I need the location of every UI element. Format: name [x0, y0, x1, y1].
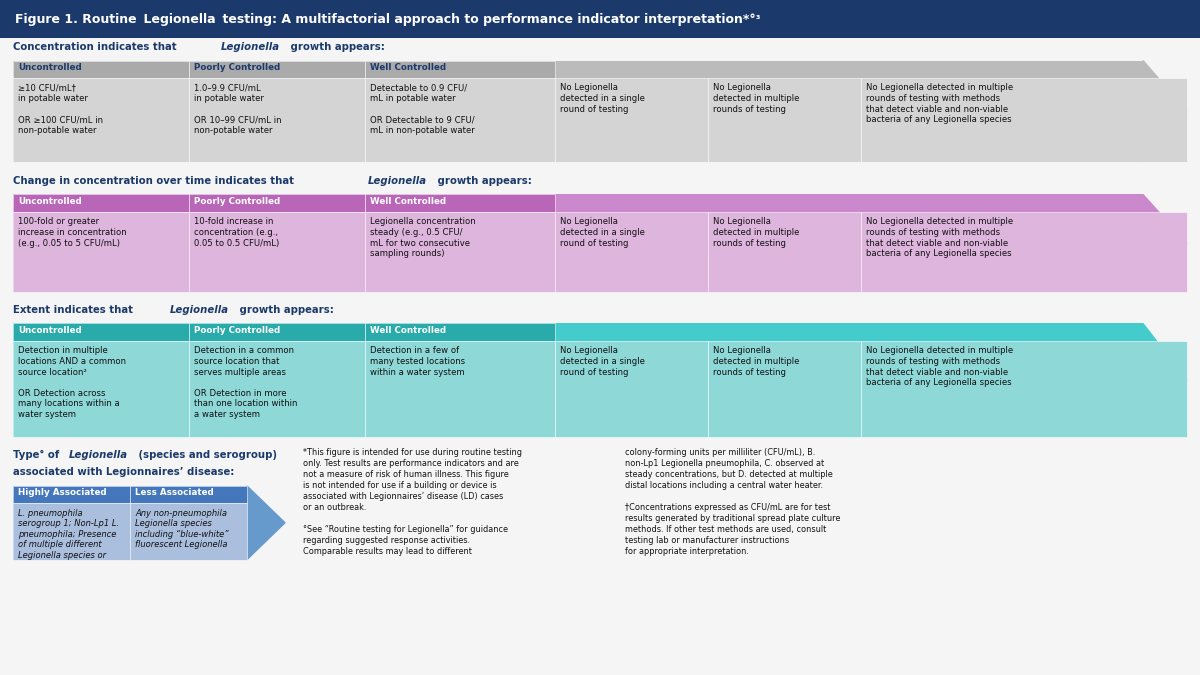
- Text: No Legionella
detected in multiple
rounds of testing: No Legionella detected in multiple round…: [713, 84, 799, 113]
- Text: No Legionella
detected in multiple
rounds of testing: No Legionella detected in multiple round…: [713, 346, 799, 377]
- Polygon shape: [1142, 61, 1187, 162]
- FancyBboxPatch shape: [190, 212, 365, 292]
- Text: Well Controlled: Well Controlled: [370, 326, 446, 335]
- Text: growth appears:: growth appears:: [287, 42, 385, 52]
- Text: Concentration indicates that: Concentration indicates that: [13, 42, 180, 52]
- FancyBboxPatch shape: [13, 78, 190, 162]
- Text: associated with Legionnaires’ disease:: associated with Legionnaires’ disease:: [13, 468, 234, 477]
- Text: growth appears:: growth appears:: [236, 305, 334, 315]
- Text: No Legionella detected in multiple
rounds of testing with methods
that detect vi: No Legionella detected in multiple round…: [865, 84, 1013, 124]
- Text: Legionella: Legionella: [170, 305, 229, 315]
- Text: *This figure is intended for use during routine testing
only. Test results are p: *This figure is intended for use during …: [302, 448, 522, 556]
- Text: 1.0–9.9 CFU/mL
in potable water

OR 10–99 CFU/mL in
non-potable water: 1.0–9.9 CFU/mL in potable water OR 10–99…: [194, 84, 282, 134]
- Text: Uncontrolled: Uncontrolled: [18, 326, 82, 335]
- Text: Legionella: Legionella: [368, 176, 427, 186]
- Text: Well Controlled: Well Controlled: [370, 63, 446, 72]
- Text: Any non-pneumophila
Legionella species
including “blue-white”
fluorescent Legion: Any non-pneumophila Legionella species i…: [136, 508, 229, 549]
- Text: Uncontrolled: Uncontrolled: [18, 63, 82, 72]
- Text: Detectable to 0.9 CFU/
mL in potable water

OR Detectable to 9 CFU/
mL in non-po: Detectable to 0.9 CFU/ mL in potable wat…: [370, 84, 475, 134]
- FancyBboxPatch shape: [556, 341, 708, 437]
- FancyBboxPatch shape: [130, 504, 247, 560]
- Polygon shape: [1142, 194, 1187, 292]
- FancyBboxPatch shape: [13, 212, 190, 292]
- FancyBboxPatch shape: [13, 323, 1142, 437]
- FancyBboxPatch shape: [190, 323, 365, 341]
- FancyBboxPatch shape: [708, 341, 860, 437]
- Text: ≥10 CFU/mL†
in potable water

OR ≥100 CFU/mL in
non-potable water: ≥10 CFU/mL† in potable water OR ≥100 CFU…: [18, 84, 103, 134]
- Text: Detection in multiple
locations AND a common
source location²

OR Detection acro: Detection in multiple locations AND a co…: [18, 346, 126, 418]
- Text: growth appears:: growth appears:: [434, 176, 532, 186]
- Text: Detection in a few of
many tested locations
within a water system: Detection in a few of many tested locati…: [370, 346, 466, 377]
- FancyBboxPatch shape: [13, 61, 1142, 162]
- Text: Legionella: Legionella: [70, 450, 128, 460]
- Text: L. pneumophila
serogroup 1; Non-Lp1 L.
pneumophila; Presence
of multiple differe: L. pneumophila serogroup 1; Non-Lp1 L. p…: [18, 508, 119, 560]
- FancyBboxPatch shape: [365, 212, 556, 292]
- FancyBboxPatch shape: [0, 0, 1200, 38]
- FancyBboxPatch shape: [365, 61, 556, 78]
- Text: Less Associated: Less Associated: [136, 489, 214, 497]
- Text: Extent indicates that: Extent indicates that: [13, 305, 137, 315]
- Text: Poorly Controlled: Poorly Controlled: [194, 326, 281, 335]
- Text: 10-fold increase in
concentration (e.g.,
0.05 to 0.5 CFU/mL): 10-fold increase in concentration (e.g.,…: [194, 217, 280, 248]
- Text: 100-fold or greater
increase in concentration
(e.g., 0.05 to 5 CFU/mL): 100-fold or greater increase in concentr…: [18, 217, 127, 248]
- Text: Uncontrolled: Uncontrolled: [18, 197, 82, 206]
- Text: No Legionella
detected in multiple
rounds of testing: No Legionella detected in multiple round…: [713, 217, 799, 248]
- FancyBboxPatch shape: [860, 341, 1187, 437]
- Text: No Legionella detected in multiple
rounds of testing with methods
that detect vi: No Legionella detected in multiple round…: [865, 217, 1013, 258]
- Text: Legionella concentration
steady (e.g., 0.5 CFU/
mL for two consecutive
sampling : Legionella concentration steady (e.g., 0…: [370, 217, 476, 258]
- FancyBboxPatch shape: [190, 78, 365, 162]
- FancyBboxPatch shape: [130, 486, 247, 504]
- Polygon shape: [1142, 323, 1187, 437]
- Text: Legionella: Legionella: [221, 42, 280, 52]
- FancyBboxPatch shape: [365, 78, 556, 162]
- Text: colony-forming units per milliliter (CFU/mL), B.
non-Lp1 Legionella pneumophila,: colony-forming units per milliliter (CFU…: [625, 448, 840, 556]
- FancyBboxPatch shape: [13, 486, 247, 560]
- FancyBboxPatch shape: [13, 341, 190, 437]
- FancyBboxPatch shape: [13, 194, 1142, 292]
- FancyBboxPatch shape: [708, 78, 860, 162]
- Polygon shape: [247, 486, 286, 560]
- Text: Detection in a common
source location that
serves multiple areas

OR Detection i: Detection in a common source location th…: [194, 346, 298, 418]
- FancyBboxPatch shape: [190, 61, 365, 78]
- FancyBboxPatch shape: [13, 486, 130, 504]
- FancyBboxPatch shape: [556, 212, 708, 292]
- FancyBboxPatch shape: [860, 212, 1187, 292]
- Text: Poorly Controlled: Poorly Controlled: [194, 197, 281, 206]
- Text: Highly Associated: Highly Associated: [18, 489, 107, 497]
- FancyBboxPatch shape: [13, 323, 190, 341]
- Text: Poorly Controlled: Poorly Controlled: [194, 63, 281, 72]
- FancyBboxPatch shape: [13, 194, 190, 212]
- FancyBboxPatch shape: [860, 78, 1187, 162]
- Text: Well Controlled: Well Controlled: [370, 197, 446, 206]
- Text: No Legionella
detected in a single
round of testing: No Legionella detected in a single round…: [560, 346, 646, 377]
- Text: Change in concentration over time indicates that: Change in concentration over time indica…: [13, 176, 298, 186]
- Text: No Legionella
detected in a single
round of testing: No Legionella detected in a single round…: [560, 84, 646, 113]
- FancyBboxPatch shape: [556, 78, 708, 162]
- FancyBboxPatch shape: [365, 194, 556, 212]
- FancyBboxPatch shape: [190, 194, 365, 212]
- Text: (species and serogroup): (species and serogroup): [134, 450, 277, 460]
- Text: Figure 1. Routine  Legionella  testing: A multifactorial approach to performance: Figure 1. Routine Legionella testing: A …: [14, 13, 761, 26]
- Text: No Legionella detected in multiple
rounds of testing with methods
that detect vi: No Legionella detected in multiple round…: [865, 346, 1013, 387]
- FancyBboxPatch shape: [13, 504, 130, 560]
- Text: No Legionella
detected in a single
round of testing: No Legionella detected in a single round…: [560, 217, 646, 248]
- FancyBboxPatch shape: [708, 212, 860, 292]
- FancyBboxPatch shape: [13, 61, 190, 78]
- Text: Type° of: Type° of: [13, 450, 62, 460]
- FancyBboxPatch shape: [0, 38, 1200, 40]
- FancyBboxPatch shape: [365, 323, 556, 341]
- FancyBboxPatch shape: [365, 341, 556, 437]
- FancyBboxPatch shape: [190, 341, 365, 437]
